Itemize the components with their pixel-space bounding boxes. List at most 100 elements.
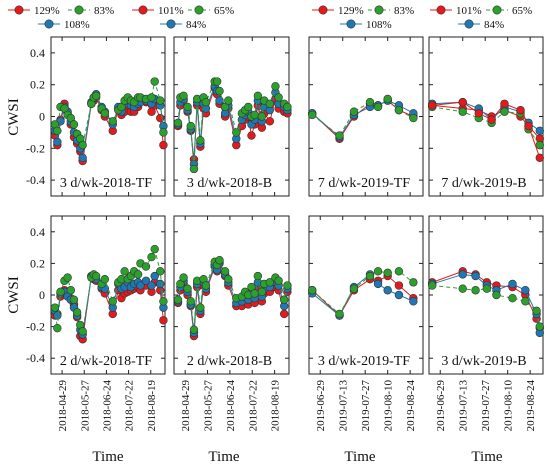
x-tick-label: 2019-07-27 bbox=[360, 380, 372, 432]
panel: 2019-06-29 2019-07-13 2019-07-27 2019-08-10… bbox=[428, 215, 544, 432]
legend-label: 65% bbox=[512, 5, 532, 17]
legend-item: 129% bbox=[312, 5, 364, 17]
x-axis-label-2: Time bbox=[208, 449, 239, 465]
series-line bbox=[432, 106, 541, 146]
panel-label: 3 d/wk-2018-B bbox=[187, 176, 272, 191]
x-tick-label: 2018-07-22 bbox=[247, 380, 259, 431]
x-tick-label: 2019-07-27 bbox=[480, 380, 492, 432]
data-point bbox=[521, 286, 530, 295]
data-point bbox=[471, 286, 480, 295]
data-point bbox=[189, 164, 199, 174]
data-point bbox=[215, 96, 224, 105]
legend-label: 65% bbox=[214, 5, 234, 17]
data-point bbox=[183, 102, 192, 112]
legend-label: 101% bbox=[456, 5, 482, 17]
data-point bbox=[335, 131, 344, 140]
x-axis-label-3: Time bbox=[344, 449, 375, 465]
x-tick-label: 2018-04-29 bbox=[57, 380, 69, 432]
data-point bbox=[186, 297, 195, 306]
x-tick-label: 2018-05-27 bbox=[79, 380, 91, 432]
y-tick-label: 0.4 bbox=[30, 46, 45, 60]
y-tick-label: -0.2 bbox=[26, 320, 45, 334]
data-point bbox=[63, 273, 72, 282]
data-point bbox=[394, 105, 404, 115]
data-point bbox=[394, 267, 404, 276]
panels: -0.4 -0.2 0 0.2 0.4 3 d/wk-2018-TF 3 d/wk-2018… bbox=[26, 36, 544, 432]
panel: 3 d/wk-2018-B bbox=[173, 36, 292, 197]
data-point bbox=[53, 311, 62, 320]
legend-item: 129% bbox=[8, 5, 60, 17]
x-tick-label: 2018-06-24 bbox=[225, 380, 237, 432]
legend-label: 83% bbox=[94, 5, 114, 17]
data-point bbox=[394, 281, 404, 290]
panel-frame bbox=[308, 215, 424, 375]
data-point bbox=[196, 303, 205, 312]
data-point bbox=[516, 105, 525, 115]
data-point bbox=[147, 93, 156, 102]
series bbox=[428, 97, 544, 163]
y-tick-label: -0.2 bbox=[26, 141, 45, 155]
legend-item: 84% bbox=[160, 19, 206, 31]
y-tick-label: -0.4 bbox=[26, 173, 45, 187]
y-tick-label: 0 bbox=[39, 288, 45, 302]
data-point bbox=[179, 273, 188, 282]
data-point bbox=[524, 121, 533, 131]
legend-item: 108% bbox=[38, 19, 90, 31]
legend-marker bbox=[44, 19, 54, 29]
data-point bbox=[253, 271, 263, 281]
data-point bbox=[365, 97, 375, 107]
data-point bbox=[500, 107, 509, 116]
panel: 2018-04-29 2018-05-27 2018-06-24 2018-07-22… bbox=[173, 215, 292, 432]
data-point bbox=[159, 297, 168, 306]
panel-label: 3 d/wk-2019-TF bbox=[318, 354, 410, 369]
data-point bbox=[257, 287, 267, 297]
legend-marker bbox=[374, 5, 384, 15]
panel: -0.4 -0.2 0 0.2 0.4 3 d/wk-2018-TF bbox=[26, 36, 168, 197]
data-point bbox=[535, 126, 544, 136]
data-point bbox=[150, 244, 159, 254]
series bbox=[173, 256, 292, 334]
legend-label: 108% bbox=[64, 19, 90, 31]
data-point bbox=[141, 276, 151, 285]
legend-marker bbox=[194, 5, 204, 15]
data-point bbox=[471, 271, 480, 281]
data-point bbox=[215, 256, 224, 265]
data-point bbox=[349, 284, 359, 293]
data-point bbox=[335, 309, 344, 319]
data-point bbox=[78, 153, 87, 163]
legend-label: 129% bbox=[34, 5, 60, 17]
data-point bbox=[409, 113, 418, 123]
data-point bbox=[308, 286, 317, 295]
data-point bbox=[508, 279, 517, 289]
data-point bbox=[53, 137, 62, 147]
data-point bbox=[265, 278, 275, 287]
data-point bbox=[492, 290, 501, 300]
data-point bbox=[212, 77, 222, 86]
data-point bbox=[159, 316, 168, 325]
data-point bbox=[535, 140, 544, 150]
x-tick-label: 2019-08-24 bbox=[405, 380, 417, 432]
data-point bbox=[394, 290, 404, 300]
data-point bbox=[147, 252, 156, 262]
legend-item: 83% bbox=[368, 5, 414, 17]
data-point bbox=[458, 284, 467, 293]
panel-label: 2 d/wk-2018-B bbox=[187, 354, 272, 369]
data-point bbox=[220, 267, 230, 276]
x-tick-label: 2018-05-27 bbox=[203, 380, 215, 432]
data-point bbox=[179, 91, 188, 101]
data-point bbox=[50, 303, 60, 312]
legend-item: 108% bbox=[340, 19, 392, 31]
panel: 7 d/wk-2019-B bbox=[428, 36, 544, 197]
data-point bbox=[482, 284, 492, 293]
data-point bbox=[159, 140, 168, 150]
data-point bbox=[271, 82, 280, 91]
x-tick-label: 2019-08-24 bbox=[525, 380, 537, 432]
data-point bbox=[69, 120, 79, 129]
data-point bbox=[78, 327, 87, 336]
y-axis-label-bottom: CWSI bbox=[6, 276, 22, 314]
x-tick-label: 2019-07-13 bbox=[458, 380, 470, 432]
legend-marker bbox=[436, 5, 446, 15]
data-point bbox=[458, 270, 467, 279]
data-point bbox=[78, 140, 87, 150]
data-point bbox=[274, 276, 283, 285]
